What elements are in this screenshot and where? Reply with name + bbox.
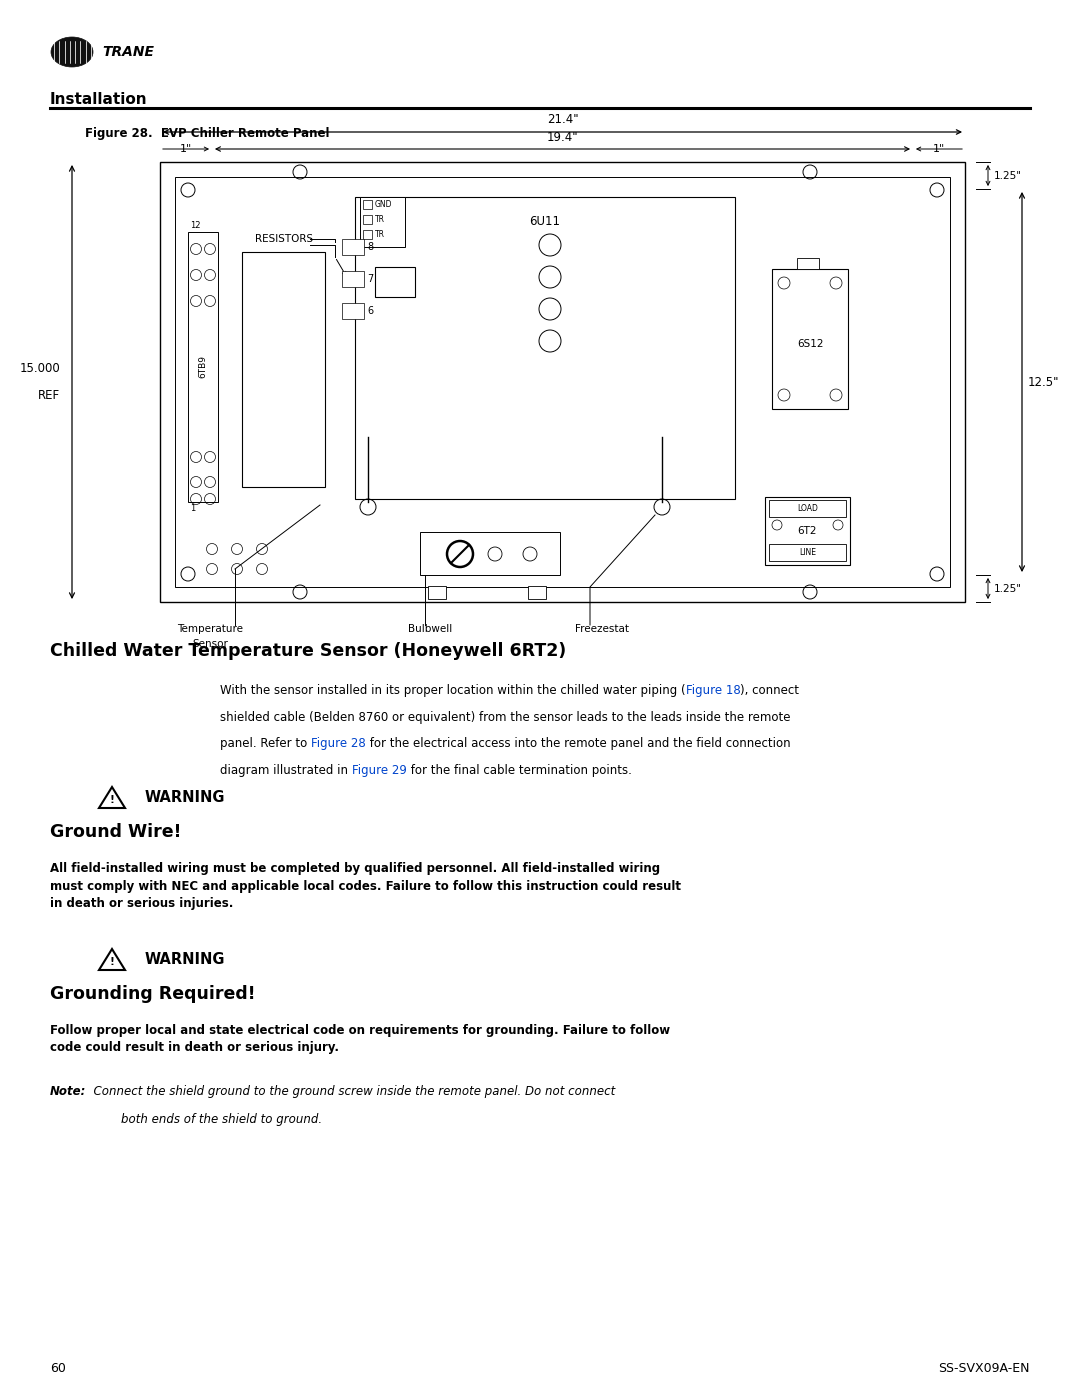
Bar <box>769 500 846 517</box>
Bar <box>342 271 364 286</box>
Bar <box>428 585 446 599</box>
Text: LINE: LINE <box>799 548 816 557</box>
Text: Figure 28.  EVP Chiller Remote Panel: Figure 28. EVP Chiller Remote Panel <box>85 127 329 140</box>
Bar <box>363 200 372 210</box>
Text: Bulbwell: Bulbwell <box>408 624 453 634</box>
Text: 1: 1 <box>190 504 195 513</box>
Text: shielded cable (Belden 8760 or equivalent) from the sensor leads to the leads in: shielded cable (Belden 8760 or equivalen… <box>220 711 791 724</box>
Text: for the final cable termination points.: for the final cable termination points. <box>407 764 632 777</box>
Text: 1": 1" <box>180 144 192 154</box>
Text: SS-SVX09A-EN: SS-SVX09A-EN <box>939 1362 1030 1375</box>
Text: All field-installed wiring must be completed by qualified personnel. All field-i: All field-installed wiring must be compl… <box>50 862 681 909</box>
Text: 12.5": 12.5" <box>1028 376 1059 388</box>
Text: WARNING: WARNING <box>145 789 226 805</box>
Bar <box>342 239 364 256</box>
Text: for the electrical access into the remote panel and the field connection: for the electrical access into the remot… <box>366 738 791 750</box>
Text: WARNING: WARNING <box>145 951 226 967</box>
Text: RESISTORS: RESISTORS <box>255 235 313 244</box>
Bar <box>160 162 966 602</box>
Ellipse shape <box>51 36 93 67</box>
Text: 7: 7 <box>367 274 374 284</box>
Text: Grounding Required!: Grounding Required! <box>50 985 256 1003</box>
Text: TR: TR <box>375 215 384 224</box>
Text: both ends of the shield to ground.: both ends of the shield to ground. <box>121 1113 323 1126</box>
Text: Freezestat: Freezestat <box>575 624 629 634</box>
Text: 8: 8 <box>367 242 373 251</box>
Text: panel. Refer to: panel. Refer to <box>220 738 311 750</box>
Bar <box>342 303 364 319</box>
Text: Figure 28: Figure 28 <box>311 738 366 750</box>
Text: 19.4": 19.4" <box>546 131 578 144</box>
Text: Note:: Note: <box>50 1085 86 1098</box>
Text: ), connect: ), connect <box>741 685 799 697</box>
Text: 1.25": 1.25" <box>994 584 1022 594</box>
Text: 1.25": 1.25" <box>994 170 1022 180</box>
Text: Figure 29: Figure 29 <box>352 764 407 777</box>
Text: Temperature: Temperature <box>177 624 243 634</box>
Text: LOAD: LOAD <box>797 504 818 513</box>
Bar <box>175 177 950 587</box>
Text: 12: 12 <box>190 221 201 231</box>
Bar <box>188 232 218 502</box>
Bar <box>363 231 372 239</box>
Text: !: ! <box>109 795 114 805</box>
Text: Chilled Water Temperature Sensor (Honeywell 6RT2): Chilled Water Temperature Sensor (Honeyw… <box>50 643 566 659</box>
Text: REF: REF <box>38 388 60 401</box>
Text: TR: TR <box>375 229 384 239</box>
Text: 1": 1" <box>933 144 945 154</box>
Text: With the sensor installed in its proper location within the chilled water piping: With the sensor installed in its proper … <box>220 685 686 697</box>
Text: TRANE: TRANE <box>102 45 154 59</box>
Text: Installation: Installation <box>50 92 148 108</box>
Text: 6: 6 <box>367 306 373 316</box>
Text: Figure 18: Figure 18 <box>686 685 741 697</box>
Text: Note:: Note: <box>50 1085 86 1098</box>
Text: 6U11: 6U11 <box>529 215 561 228</box>
Bar <box>772 270 848 409</box>
Text: 6T2: 6T2 <box>798 527 818 536</box>
Bar <box>360 197 405 247</box>
Bar <box>375 267 415 298</box>
Bar <box>242 251 325 488</box>
Bar <box>765 497 850 564</box>
Text: 6TB9: 6TB9 <box>199 355 207 379</box>
Text: !: ! <box>109 957 114 967</box>
Bar <box>769 543 846 562</box>
Text: 60: 60 <box>50 1362 66 1375</box>
Text: 21.4": 21.4" <box>546 113 578 126</box>
Bar <box>528 585 546 599</box>
Text: diagram illustrated in: diagram illustrated in <box>220 764 352 777</box>
Text: 6S12: 6S12 <box>797 339 823 349</box>
Text: Ground Wire!: Ground Wire! <box>50 823 181 841</box>
Text: 15.000: 15.000 <box>19 362 60 376</box>
Bar <box>355 197 735 499</box>
Text: Connect the shield ground to the ground screw inside the remote panel. Do not co: Connect the shield ground to the ground … <box>86 1085 616 1098</box>
Bar <box>797 258 819 270</box>
Text: GND: GND <box>375 200 392 208</box>
Bar <box>363 215 372 224</box>
Text: Sensor: Sensor <box>192 638 228 650</box>
Bar <box>420 532 561 576</box>
Text: Follow proper local and state electrical code on requirements for grounding. Fai: Follow proper local and state electrical… <box>50 1024 670 1055</box>
